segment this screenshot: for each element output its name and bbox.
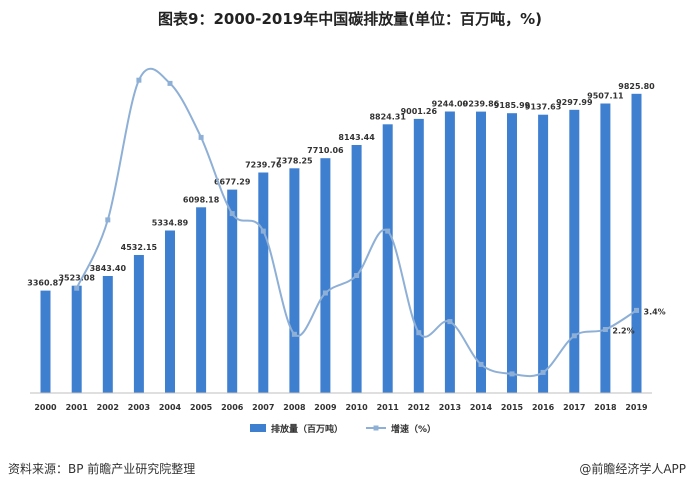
bar-label-2000: 3360.87 (27, 279, 63, 288)
bar-label-2008: 7378.25 (276, 156, 313, 165)
bar-label-2007: 7239.76 (245, 161, 282, 170)
growth-point-2008 (291, 331, 297, 337)
bar-2000 (40, 290, 51, 393)
growth-point-2003 (136, 77, 142, 83)
bar-label-2014: 9239.86 (463, 100, 500, 109)
x-tick-2016: 2016 (532, 403, 555, 412)
bar-2012 (413, 118, 424, 394)
legend-label-line: 增速（%） (391, 423, 436, 435)
bar-series (40, 93, 642, 394)
legend-swatch-bar (250, 424, 266, 432)
x-tick-2005: 2005 (190, 403, 213, 412)
bar-label-2011: 8824.31 (369, 112, 406, 121)
growth-point-2010 (354, 273, 360, 278)
growth-point-2006 (229, 211, 235, 217)
bar-label-2003: 4532.15 (121, 243, 158, 252)
growth-point-2009 (322, 290, 328, 296)
bar-2016 (538, 114, 549, 393)
x-tick-2017: 2017 (563, 403, 585, 412)
x-tick-2019: 2019 (625, 403, 648, 412)
bar-label-2012: 9001.26 (401, 107, 438, 116)
x-tick-2012: 2012 (408, 403, 430, 412)
legend-marker-line (373, 425, 379, 431)
bar-2004 (165, 230, 175, 393)
growth-point-2016 (540, 369, 546, 375)
growth-point-2015 (509, 371, 515, 377)
bar-2014 (476, 111, 486, 393)
x-tick-2013: 2013 (439, 403, 461, 412)
x-tick-2014: 2014 (470, 403, 493, 412)
x-tick-2007: 2007 (252, 403, 274, 412)
x-tick-2003: 2003 (128, 403, 150, 412)
bar-label-2018: 9507.11 (587, 92, 624, 101)
x-tick-2002: 2002 (97, 403, 119, 412)
growth-line (75, 67, 638, 378)
growth-point-2014 (478, 361, 484, 367)
growth-point-2004 (167, 80, 173, 86)
growth-point-2012 (416, 330, 422, 336)
growth-point-2007 (260, 228, 266, 234)
bar-2013 (444, 111, 455, 393)
x-tick-2011: 2011 (377, 403, 400, 412)
bar-label-2002: 3843.40 (90, 264, 127, 273)
x-tick-2004: 2004 (159, 403, 182, 412)
chart-title: 图表9：2000-2019年中国碳排放量(单位：百万吨，%) (158, 10, 542, 28)
source-note: 资料来源：BP 前瞻产业研究院整理 (8, 462, 196, 476)
growth-point-2011 (385, 228, 391, 234)
credit-text: @前瞻经济学人APP (579, 462, 686, 476)
x-axis-tick-labels: 2000 2001 2002 2003 2004 2005 2006 2007 2008 2009… (34, 403, 648, 412)
x-tick-2018: 2018 (594, 403, 617, 412)
bar-label-2010: 8143.44 (338, 133, 375, 142)
x-tick-2000: 2000 (34, 403, 57, 412)
growth-point-2001 (74, 285, 80, 291)
bar-2015 (507, 113, 517, 393)
legend-label-bar: 排放量（百万吨） (271, 423, 343, 435)
growth-point-2017 (571, 333, 577, 339)
bar-2007 (258, 172, 269, 393)
bar-label-2009: 7710.06 (307, 146, 344, 155)
bar-2005 (196, 207, 207, 393)
x-tick-2001: 2001 (66, 403, 89, 412)
bar-2003 (133, 255, 144, 393)
x-tick-2009: 2009 (314, 403, 337, 412)
bar-label-2019: 9825.80 (618, 82, 655, 91)
bar-label-2005: 6098.18 (183, 195, 220, 204)
bar-label-2006: 6677.29 (214, 178, 251, 187)
bar-label-2017: 9297.99 (556, 98, 593, 107)
bar-2018 (600, 103, 611, 393)
bar-2017 (569, 109, 580, 394)
growth-line-series: 2.2% 3.4% (74, 67, 666, 378)
x-tick-2010: 2010 (345, 403, 368, 412)
bar-2019 (631, 93, 642, 394)
bar-2002 (102, 276, 113, 393)
bar-2006 (227, 189, 238, 393)
bar-2009 (320, 158, 331, 393)
bar-2001 (71, 285, 82, 393)
growth-point-2013 (447, 319, 453, 325)
growth-point-2002 (105, 217, 111, 223)
legend: 排放量（百万吨） 增速（%） (250, 423, 436, 435)
bar-label-2004: 5334.89 (152, 219, 189, 228)
bar-label-2016: 9137.63 (525, 103, 561, 112)
x-tick-2006: 2006 (221, 403, 244, 412)
bar-label-2015: 9185.99 (494, 101, 531, 110)
growth-point-2018 (602, 327, 608, 332)
bar-2010 (351, 145, 362, 393)
growth-point-2019 (634, 307, 639, 313)
x-tick-2008: 2008 (283, 403, 306, 412)
x-tick-2015: 2015 (501, 403, 524, 412)
growth-point-2005 (198, 134, 204, 140)
bar-label-2013: 9244.00 (432, 100, 469, 109)
growth-label-2019: 3.4% (644, 307, 666, 316)
bar-2008 (289, 168, 300, 393)
bar-2011 (382, 124, 393, 394)
bar-label-2001: 3523.08 (58, 274, 95, 283)
growth-label-2018: 2.2% (612, 327, 634, 336)
